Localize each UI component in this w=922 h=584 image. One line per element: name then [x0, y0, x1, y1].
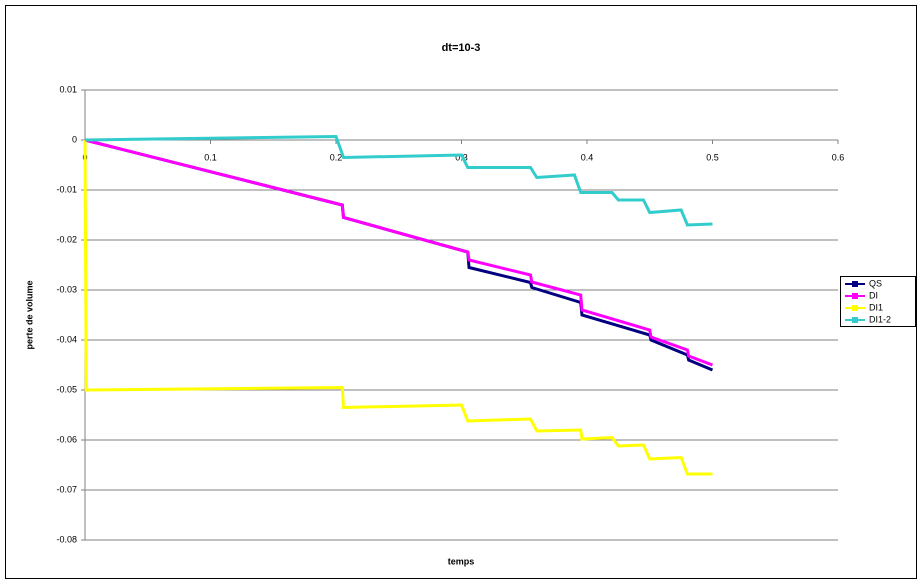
y-tick-label: -0.02 [56, 234, 77, 244]
legend-marker [852, 293, 858, 299]
series-line [84, 138, 714, 367]
y-tick-label: -0.05 [56, 384, 77, 394]
legend-marker [852, 305, 858, 311]
series-line [84, 134, 713, 227]
y-axis-label: perte de volume [24, 280, 34, 349]
legend-marker [852, 281, 858, 287]
x-tick-label: 0.1 [204, 152, 217, 162]
y-tick-label: -0.06 [56, 434, 77, 444]
y-tick-label: -0.04 [56, 334, 77, 344]
legend-label: QS [869, 278, 882, 288]
legend-label: DI1-2 [869, 314, 891, 324]
y-tick-label: -0.01 [56, 184, 77, 194]
x-tick-label: 0.6 [832, 152, 845, 162]
legend-label: DI1 [869, 302, 883, 312]
y-tick-label: -0.07 [56, 484, 77, 494]
chart-frame [5, 5, 917, 579]
y-tick-label: 0 [72, 134, 77, 144]
x-tick-label: 0.5 [706, 152, 719, 162]
legend-marker [852, 317, 858, 323]
legend-label: DI [869, 290, 878, 300]
series-line [83, 139, 713, 476]
y-tick-label: -0.03 [56, 284, 77, 294]
y-tick-label: -0.08 [56, 534, 77, 544]
x-tick-label: 0.2 [330, 152, 343, 162]
chart-title: dt=10-3 [442, 42, 481, 54]
y-tick-label: 0.01 [59, 84, 77, 94]
x-tick-label: 0.4 [581, 152, 594, 162]
x-axis-label: temps [448, 556, 475, 566]
